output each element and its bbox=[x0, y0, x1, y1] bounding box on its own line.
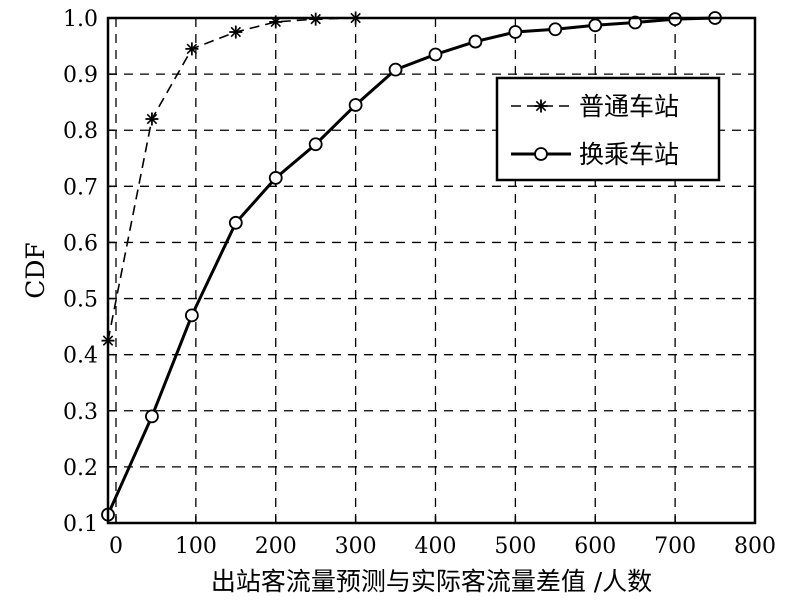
x-tick-label-7: 700 bbox=[654, 534, 696, 559]
x-tick-label-2: 200 bbox=[255, 534, 297, 559]
legend-label-0: 普通车站 bbox=[579, 92, 679, 121]
plot-frame bbox=[106, 16, 757, 525]
y-tick-label-1: 0.2 bbox=[63, 456, 98, 481]
y-axis-label: CDF bbox=[21, 242, 50, 299]
legend-marker-0 bbox=[534, 99, 548, 113]
y-tick-label-9: 1.0 bbox=[63, 7, 98, 32]
series-1-point-1 bbox=[145, 409, 159, 424]
series-1-point-9 bbox=[468, 34, 483, 49]
x-tick-label-8: 800 bbox=[734, 534, 776, 559]
legend-marker-1 bbox=[534, 147, 548, 161]
series-1-point-13 bbox=[628, 15, 643, 30]
x-tick-label-4: 400 bbox=[414, 534, 456, 559]
x-tick-label-5: 500 bbox=[494, 534, 536, 559]
legend-label-1: 换乘车站 bbox=[579, 140, 679, 169]
series-1-point-3 bbox=[228, 215, 243, 230]
x-tick-label-0: 0 bbox=[109, 534, 123, 559]
y-tick-label-2: 0.3 bbox=[63, 400, 98, 425]
x-axis-label: 出站客流量预测与实际客流量差值 /人数 bbox=[211, 567, 652, 596]
x-tick-label-6: 600 bbox=[574, 534, 616, 559]
x-tick-label-1: 100 bbox=[175, 534, 217, 559]
series-1-point-12 bbox=[588, 18, 603, 33]
series-1 bbox=[101, 11, 722, 522]
legend-box bbox=[495, 76, 721, 182]
series-0-point-1 bbox=[145, 112, 159, 126]
y-tick-label-4: 0.5 bbox=[63, 288, 98, 313]
y-tick-label-3: 0.4 bbox=[63, 344, 98, 369]
series-1-line bbox=[106, 16, 716, 516]
series-0-point-3 bbox=[229, 25, 243, 39]
y-tick-label-5: 0.6 bbox=[63, 231, 98, 256]
legend-item-1: 换乘车站 bbox=[511, 140, 679, 169]
x-tick-label-3: 300 bbox=[335, 534, 377, 559]
y-tick-label-8: 0.9 bbox=[63, 63, 98, 88]
series-1-point-4 bbox=[268, 171, 283, 185]
series-1-point-2 bbox=[184, 308, 199, 323]
series-1-point-10 bbox=[508, 25, 523, 39]
y-tick-label-7: 0.8 bbox=[63, 119, 98, 144]
series-1-point-11 bbox=[548, 22, 563, 37]
series-1-point-6 bbox=[348, 98, 363, 112]
y-tick-label-0: 0.1 bbox=[63, 512, 98, 537]
series-1-point-7 bbox=[388, 62, 403, 77]
legend-item-0: 普通车站 bbox=[511, 92, 679, 121]
x-tick-labels: 0 100 200 300 400 500 600 700 800 bbox=[109, 516, 776, 559]
series-1-point-8 bbox=[428, 47, 443, 62]
y-tick-label-6: 0.7 bbox=[63, 175, 98, 200]
series-1-point-5 bbox=[308, 137, 323, 152]
series-0-point-2 bbox=[185, 42, 199, 56]
y-tick-labels: 0.1 0.2 0.3 0.4 0.5 0.6 0.7 0.8 0.9 1.0 bbox=[63, 7, 115, 537]
